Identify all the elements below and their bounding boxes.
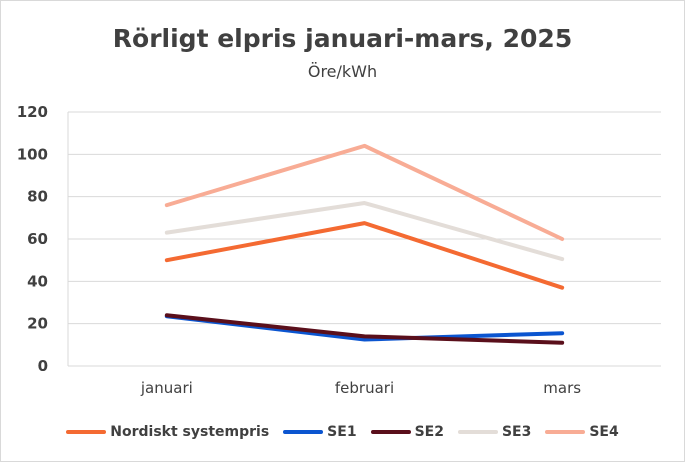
legend-label: SE2	[414, 424, 444, 440]
legend-item: SE1	[283, 424, 357, 440]
series-line-nordiskt-systempris	[164, 221, 565, 290]
y-tick-label: 60	[27, 230, 48, 248]
y-tick-label: 80	[27, 188, 48, 206]
legend-swatch	[457, 430, 498, 434]
gridlines	[67, 111, 661, 367]
chart-legend: Nordiskt systempris SE1 SE2 SE3 SE4	[0, 420, 685, 444]
legend-label: SE4	[589, 424, 619, 440]
y-tick-label: 120	[17, 103, 48, 121]
series-line-se2	[164, 313, 565, 345]
chart-subtitle: Öre/kWh	[307, 62, 378, 81]
series-line-se3	[164, 201, 565, 262]
y-tick-label: 20	[27, 315, 48, 333]
legend-item: SE4	[545, 424, 619, 440]
series-line-se4	[164, 143, 565, 241]
legend-label: SE1	[327, 424, 357, 440]
chart-title: Rörligt elpris januari-mars, 2025	[112, 24, 573, 53]
legend-label: SE3	[501, 424, 532, 440]
legend-swatch	[545, 430, 586, 434]
legend-item: Nordiskt systempris	[66, 424, 269, 440]
y-tick-label: 0	[38, 357, 48, 375]
legend-swatch	[283, 430, 324, 434]
y-tick-label: 100	[17, 145, 48, 163]
x-tick-label: mars	[543, 379, 581, 397]
legend-swatch	[370, 430, 411, 434]
legend-item: SE3	[457, 424, 532, 440]
x-axis-ticks: januari februari mars	[140, 379, 581, 397]
y-tick-label: 40	[27, 272, 48, 290]
y-axis-ticks: 0 20 40 60 80 100 120	[17, 103, 48, 375]
legend-label: Nordiskt systempris	[110, 424, 270, 440]
x-tick-label: januari	[140, 379, 193, 397]
series-lines	[164, 143, 565, 345]
x-tick-label: februari	[335, 379, 394, 397]
legend-swatch	[66, 430, 107, 434]
legend-item: SE2	[370, 424, 444, 440]
